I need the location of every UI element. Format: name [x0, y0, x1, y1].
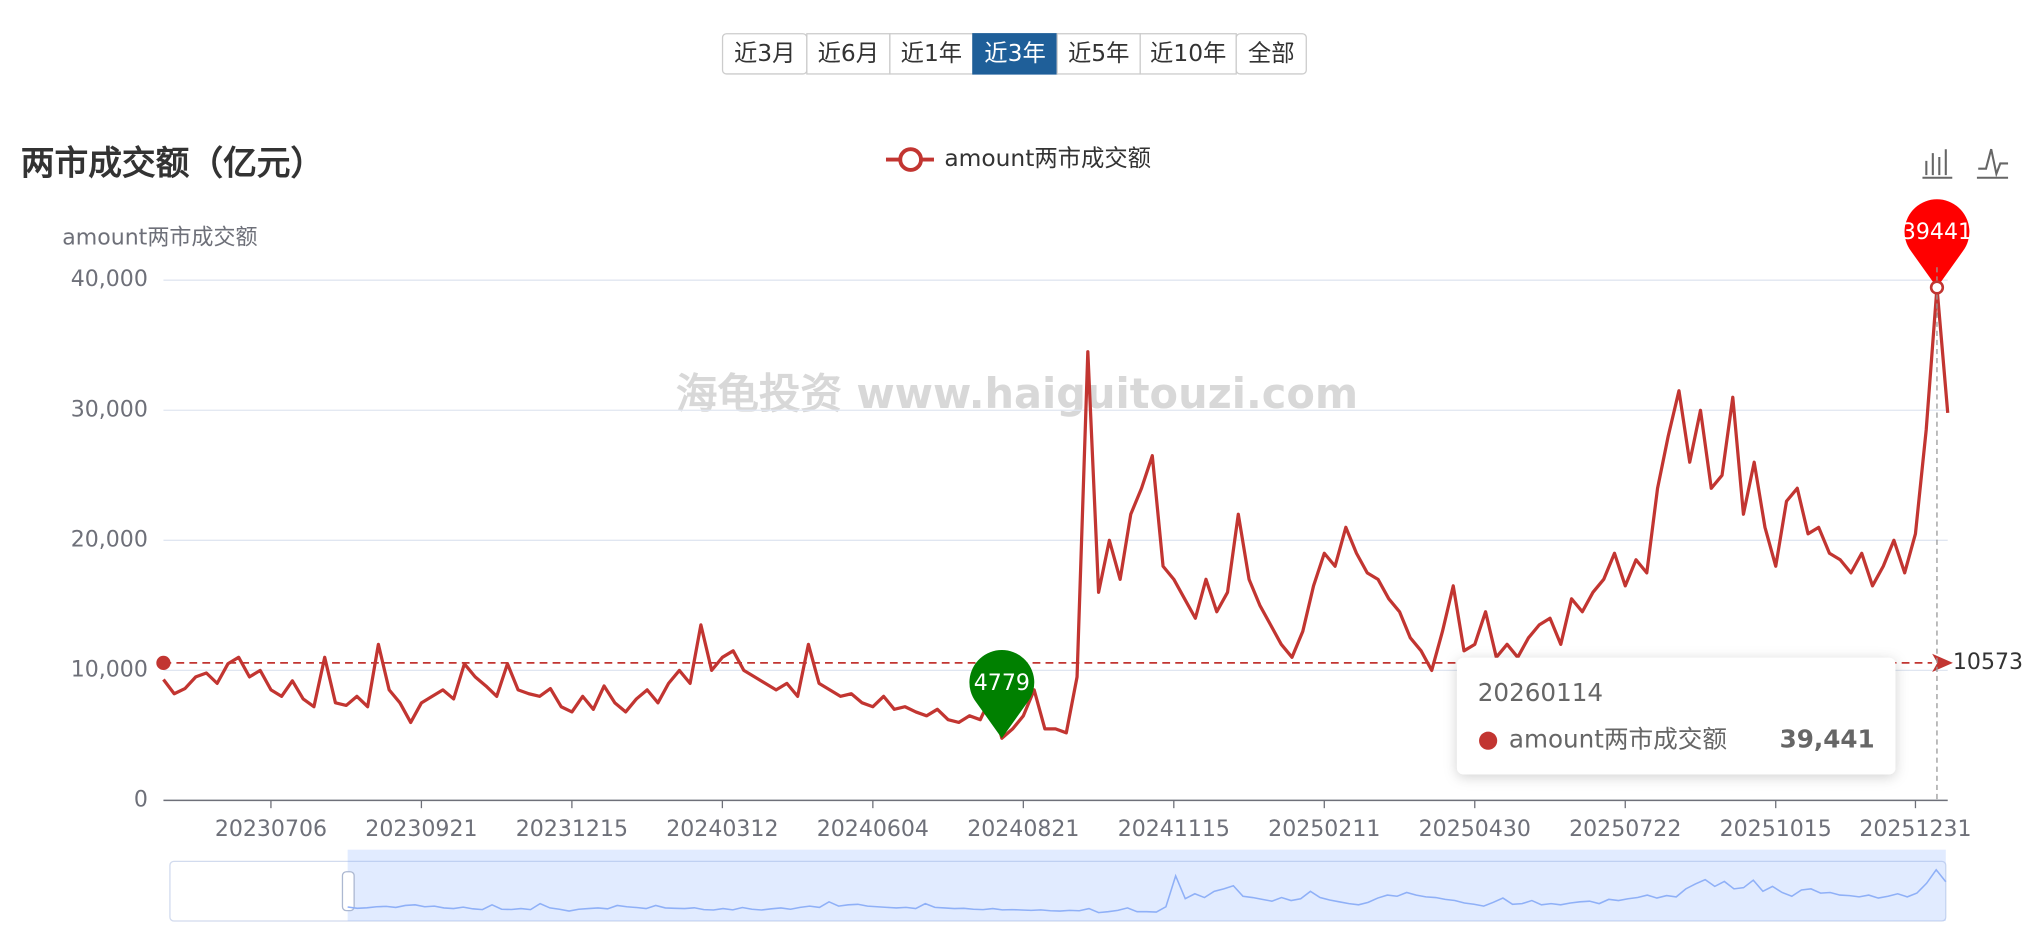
- x-tick-label: 20231215: [516, 817, 628, 842]
- range-button[interactable]: [806, 33, 891, 75]
- grid: 0 10,000 20,000 30,000 40,000 20230706 2023092…: [71, 267, 1972, 842]
- chart-title: 两市成交额（亿元）: [21, 143, 324, 182]
- x-tick-label: 20240821: [967, 817, 1079, 842]
- y-tick-label: 10,000: [71, 657, 148, 682]
- range-button[interactable]: [1235, 33, 1307, 75]
- range-button[interactable]: [889, 33, 974, 75]
- range-buttons: 近3月 近6月 近1年 近3年 近5年 近10年 全部: [721, 33, 1307, 75]
- tooltip-value: 39,441: [1780, 725, 1875, 754]
- y-axis-title: amount两市成交额: [62, 226, 257, 251]
- x-tick-label: 20240312: [666, 817, 778, 842]
- tooltip-marker: [1479, 731, 1498, 750]
- x-tick-label: 20250430: [1419, 817, 1531, 842]
- range-button[interactable]: [1056, 33, 1141, 75]
- mark-pin-label: 39441: [1902, 220, 1972, 245]
- x-tick-label: 20240604: [817, 817, 929, 842]
- y-tick-label: 30,000: [71, 397, 148, 422]
- legend-label[interactable]: amount两市成交额: [944, 144, 1151, 172]
- zoom-line: [347, 868, 1947, 914]
- mark-pin: [1904, 199, 1970, 288]
- x-tick-label: 20251231: [1859, 817, 1971, 842]
- range-button[interactable]: [972, 33, 1058, 75]
- x-tick-label: 20250722: [1569, 817, 1681, 842]
- range-button-label[interactable]: 近3年: [984, 39, 1046, 67]
- range-button-label[interactable]: 近5年: [1068, 39, 1130, 67]
- mark-pin-label: 4779: [974, 671, 1030, 696]
- toolbox-bar[interactable]: [1922, 149, 1953, 179]
- average-arrow: [1932, 653, 1953, 672]
- line-icon[interactable]: [1976, 148, 2009, 179]
- x-tick-label: 20230706: [215, 817, 327, 842]
- tooltip-box: [1456, 657, 1896, 775]
- toolbox-line[interactable]: [1976, 148, 2009, 179]
- range-button-label[interactable]: 近1年: [901, 39, 963, 67]
- tooltip-series: amount两市成交额: [1509, 725, 1727, 754]
- zoom-selection[interactable]: [347, 849, 1946, 922]
- x-tick-label: 20241115: [1118, 817, 1230, 842]
- data-line: [162, 285, 1950, 740]
- zoom-handle[interactable]: [341, 871, 355, 912]
- x-tick-label: 20251015: [1720, 817, 1832, 842]
- tooltip-point: [1929, 280, 1945, 295]
- average-start: [156, 655, 171, 671]
- tooltip: 20260114 amount两市成交额 39,441: [1456, 267, 1945, 801]
- data-zoom: [169, 849, 1947, 922]
- range-button-label[interactable]: 近10年: [1150, 39, 1226, 67]
- tooltip-title: 20260114: [1478, 678, 1603, 707]
- x-tick-label: 20230921: [365, 817, 477, 842]
- range-button[interactable]: [1139, 33, 1237, 75]
- range-button-label[interactable]: 近3月: [734, 39, 796, 67]
- bar-icon[interactable]: [1922, 149, 1953, 179]
- average-label: 10573: [1953, 650, 2023, 675]
- y-tick-label: 40,000: [71, 267, 148, 292]
- x-tick-label: 20250211: [1268, 817, 1380, 842]
- legend-symbol: [898, 147, 923, 172]
- y-tick-label: 0: [134, 787, 148, 812]
- range-button-label[interactable]: 近6月: [818, 39, 880, 67]
- range-button-label[interactable]: 全部: [1248, 39, 1295, 67]
- y-tick-label: 20,000: [71, 527, 148, 552]
- mark-pin: [969, 650, 1035, 739]
